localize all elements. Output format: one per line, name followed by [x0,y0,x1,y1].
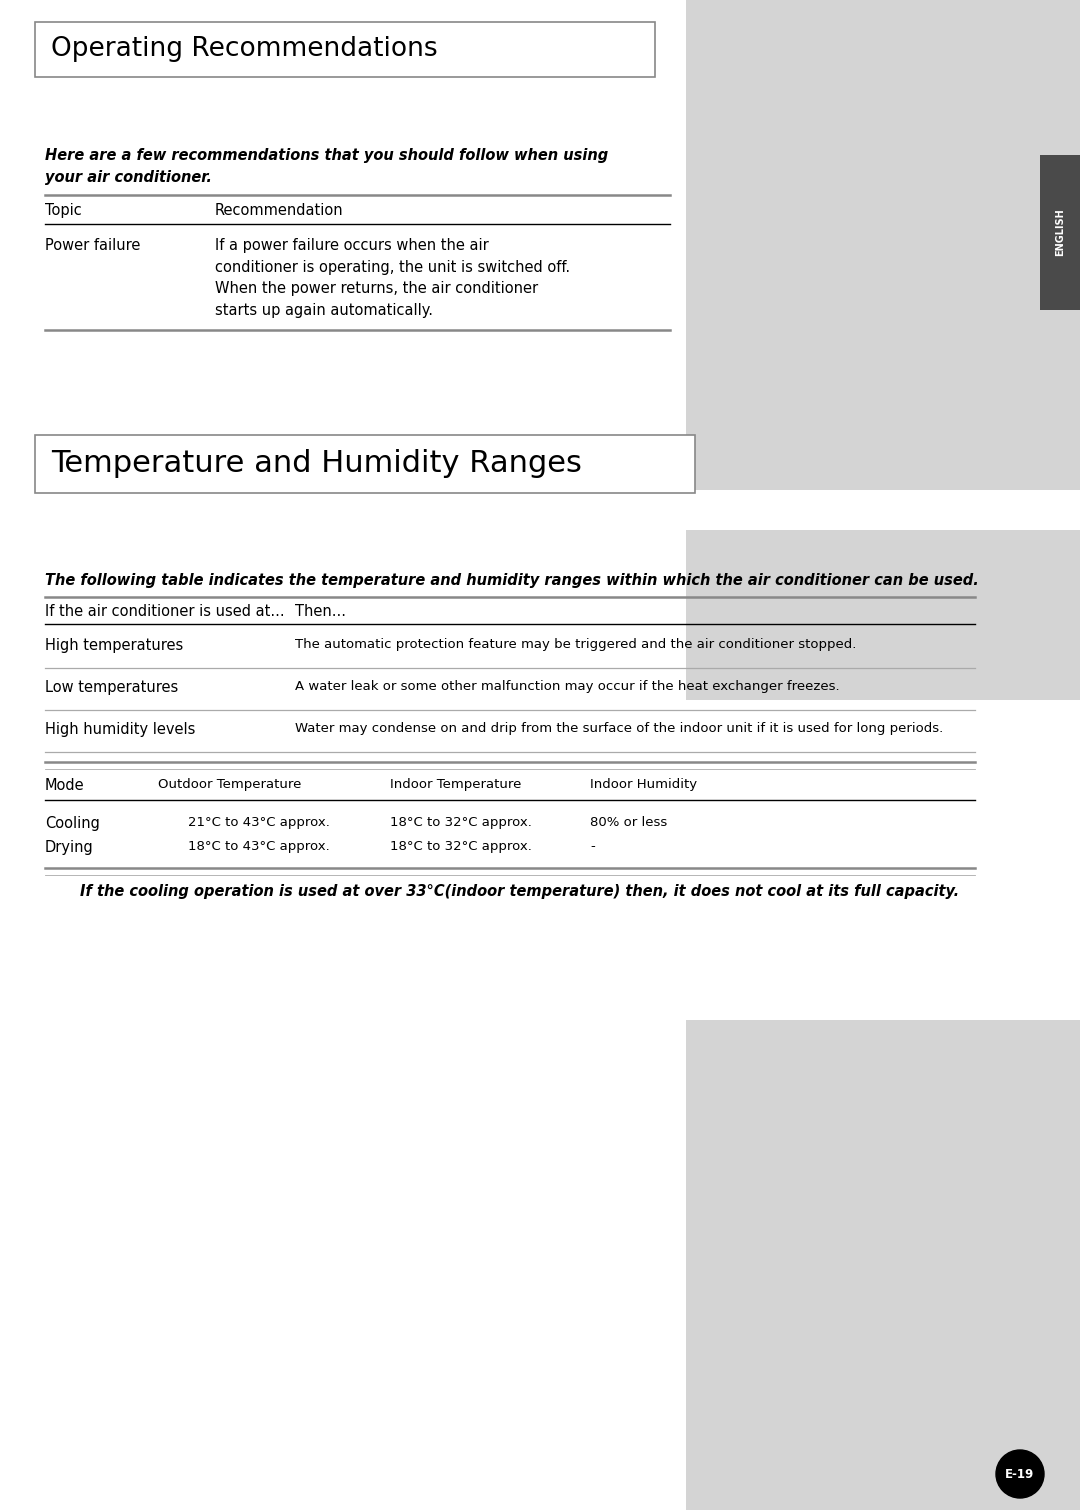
Text: Topic: Topic [45,202,82,217]
Text: Drying: Drying [45,840,94,855]
Text: Operating Recommendations: Operating Recommendations [51,36,437,62]
Text: High humidity levels: High humidity levels [45,722,195,737]
Text: A water leak or some other malfunction may occur if the heat exchanger freezes.: A water leak or some other malfunction m… [295,680,839,693]
Circle shape [996,1450,1044,1498]
Text: 18°C to 32°C approx.: 18°C to 32°C approx. [390,840,531,853]
Text: Power failure: Power failure [45,239,140,254]
Bar [35,435,696,492]
Text: Mode: Mode [45,778,84,793]
Text: Indoor Temperature: Indoor Temperature [390,778,522,791]
Bar [1040,156,1080,310]
Text: E-19: E-19 [1005,1468,1035,1480]
Text: Recommendation: Recommendation [215,202,343,217]
Bar [35,23,654,77]
Text: If the air conditioner is used at...: If the air conditioner is used at... [45,604,285,619]
Text: ENGLISH: ENGLISH [1055,208,1065,257]
Text: Water may condense on and drip from the surface of the indoor unit if it is used: Water may condense on and drip from the … [295,722,943,735]
Text: If a power failure occurs when the air
conditioner is operating, the unit is swi: If a power failure occurs when the air c… [215,239,570,317]
Text: 18°C to 32°C approx.: 18°C to 32°C approx. [390,815,531,829]
Text: Indoor Humidity: Indoor Humidity [590,778,697,791]
Text: If the cooling operation is used at over 33°C(indoor temperature) then, it does : If the cooling operation is used at over… [80,883,959,898]
Bar [686,1019,1080,1510]
Text: Temperature and Humidity Ranges: Temperature and Humidity Ranges [51,450,582,479]
Text: 80% or less: 80% or less [590,815,667,829]
Text: Low temperatures: Low temperatures [45,680,178,695]
Text: 21°C to 43°C approx.: 21°C to 43°C approx. [188,815,329,829]
Text: Cooling: Cooling [45,815,99,831]
Text: -: - [590,840,595,853]
Text: Here are a few recommendations that you should follow when using
your air condit: Here are a few recommendations that you … [45,148,608,186]
Text: The following table indicates the temperature and humidity ranges within which t: The following table indicates the temper… [45,572,978,587]
Text: Then...: Then... [295,604,346,619]
Text: The automatic protection feature may be triggered and the air conditioner stoppe: The automatic protection feature may be … [295,639,856,651]
Text: Outdoor Temperature: Outdoor Temperature [158,778,301,791]
Bar [686,0,1080,491]
Bar [686,530,1080,701]
Text: High temperatures: High temperatures [45,639,184,652]
Text: 18°C to 43°C approx.: 18°C to 43°C approx. [188,840,329,853]
